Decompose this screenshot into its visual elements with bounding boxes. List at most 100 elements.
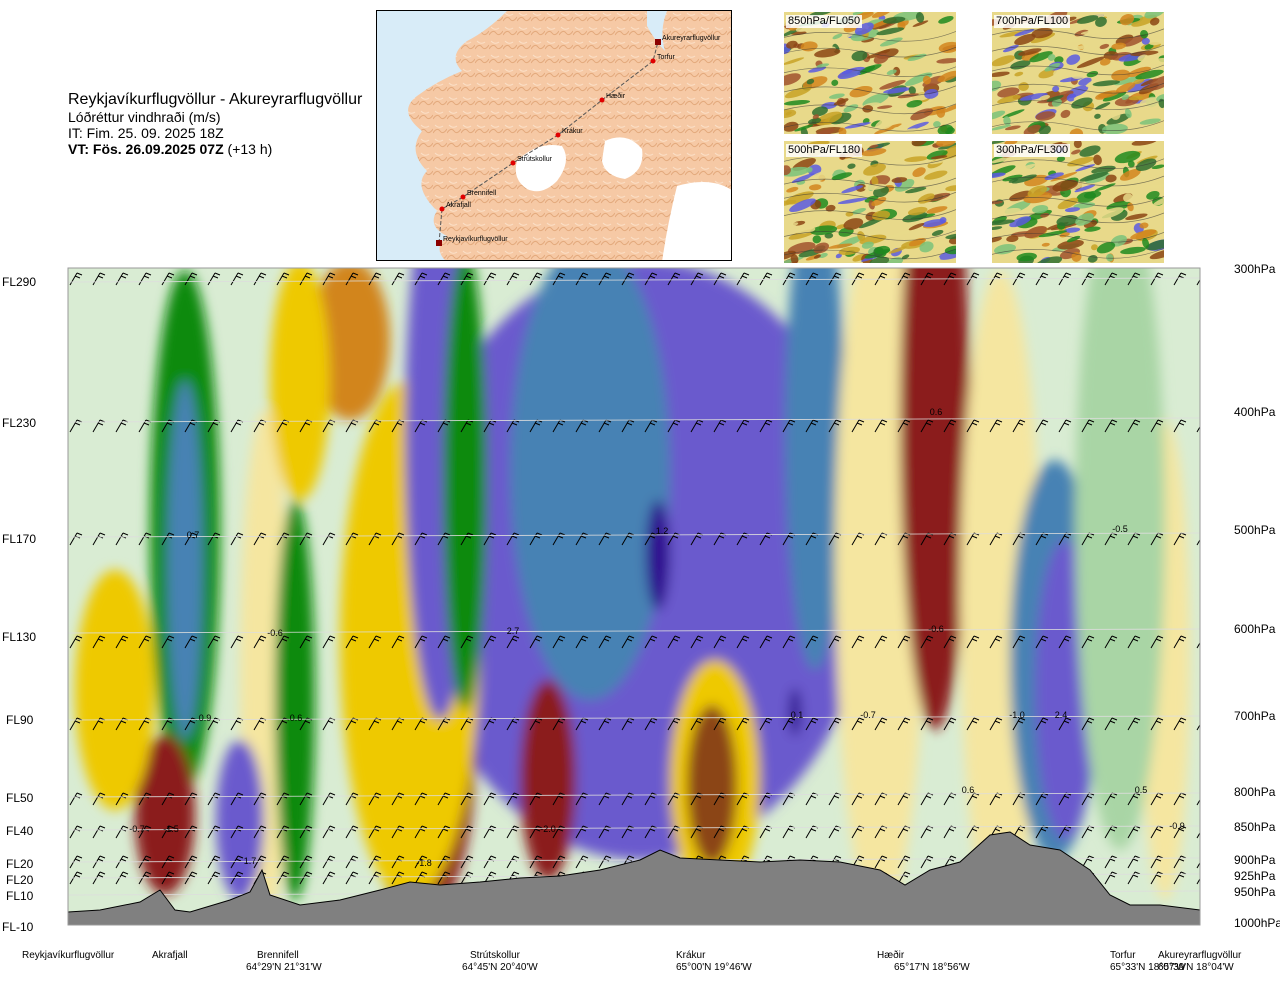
fl-label: FL130 — [2, 630, 37, 644]
thumb-contour — [1075, 164, 1096, 172]
thumb-contour — [930, 155, 948, 160]
thumb-contour — [802, 76, 828, 89]
wind-barb — [506, 272, 520, 286]
wind-barb — [828, 717, 842, 731]
wind-barb — [253, 855, 267, 869]
thumbnail-850hpa[interactable]: 850hPa/FL050 — [784, 12, 956, 134]
wind-barb — [1196, 871, 1200, 885]
wind-barb — [966, 419, 980, 433]
heatmap-cell — [75, 570, 155, 810]
thumb-contour — [1007, 163, 1036, 176]
thumb-contour — [874, 245, 890, 255]
thumb-contour — [864, 195, 879, 203]
wind-barb — [414, 635, 428, 649]
fl-label: FL20 — [6, 857, 34, 871]
wind-barb — [759, 717, 773, 731]
thumb-contour — [872, 210, 891, 221]
wind-barb — [483, 532, 497, 546]
thumbnail-700hpa[interactable]: 700hPa/FL100 — [992, 12, 1164, 134]
wind-barb — [276, 871, 290, 885]
wind-barb — [276, 855, 290, 869]
value-label: -0.7 — [129, 824, 145, 834]
thumb-contour — [1008, 178, 1019, 183]
wind-barb — [414, 532, 428, 546]
thumb-contour — [1014, 29, 1035, 37]
thumb-contour — [829, 93, 845, 99]
thumb-contour — [1074, 184, 1096, 193]
thumb-contour — [874, 123, 902, 134]
fl-label: FL10 — [6, 889, 34, 903]
thumb-isoline — [992, 99, 1164, 110]
wind-barb — [414, 272, 428, 286]
wind-barb — [966, 717, 980, 731]
thumb-contour — [904, 156, 928, 162]
wind-barb — [207, 871, 221, 885]
wind-barb — [460, 272, 474, 286]
heatmap-cell — [520, 680, 576, 880]
fl-label: FL90 — [6, 713, 34, 727]
thumb-isoline — [992, 212, 1164, 224]
wind-barb — [1035, 717, 1049, 731]
thumb-contour — [889, 158, 905, 164]
chart-header: Reykjavíkurflugvöllur - Akureyrarflugvöl… — [68, 90, 388, 158]
value-label: 2.4 — [1055, 710, 1068, 720]
thumb-contour — [1065, 125, 1079, 131]
heatmap-cell — [789, 688, 801, 736]
thumb-contour — [1127, 160, 1135, 168]
thumb-isoline — [992, 28, 1164, 40]
thumb-contour — [936, 58, 956, 64]
thumb-contour — [1143, 184, 1164, 189]
wind-barb — [575, 635, 589, 649]
thumb-contour — [1099, 43, 1110, 50]
thumb-contour — [1140, 29, 1149, 39]
value-label: 0.7 — [187, 530, 200, 540]
thumb-contour — [1038, 68, 1057, 79]
thumb-contour — [1023, 124, 1042, 134]
wind-barb — [1058, 635, 1072, 649]
wind-barb — [368, 272, 382, 286]
thumb-contour — [992, 141, 1008, 145]
thumb-contour — [1093, 154, 1102, 166]
thumb-contour — [1094, 113, 1101, 119]
thumb-contour — [812, 114, 819, 120]
thumb-contour — [784, 165, 791, 176]
thumbnail-300hpa[interactable]: 300hPa/FL300 — [992, 141, 1164, 263]
level-line — [68, 825, 1200, 831]
thumb-contour — [1050, 171, 1078, 182]
wind-barb — [713, 419, 727, 433]
value-label: 0.5 — [1135, 785, 1148, 795]
thumb-contour — [936, 141, 956, 147]
wind-barb — [920, 717, 934, 731]
thumb-contour — [883, 87, 911, 94]
wind-barb — [368, 792, 382, 806]
wind-barb — [920, 635, 934, 649]
thumb-contour — [1014, 33, 1036, 46]
thumb-contour — [784, 109, 797, 119]
thumb-contour — [1106, 113, 1131, 125]
thumb-contour — [938, 16, 954, 24]
thumb-contour — [871, 197, 887, 207]
thumb-contour — [831, 172, 853, 181]
wind-barb — [897, 717, 911, 731]
map-place-label: Akureyrarflugvöllur — [662, 35, 721, 42]
map-glacier-2 — [602, 137, 643, 179]
hpa-label: 700hPa — [1234, 709, 1276, 723]
thumb-contour — [1029, 51, 1053, 63]
wind-barb — [966, 635, 980, 649]
wind-barb — [713, 717, 727, 731]
thumb-contour — [888, 246, 907, 254]
wind-barb — [943, 419, 957, 433]
wind-barb — [345, 272, 359, 286]
map-glacier-3 — [662, 182, 731, 260]
thumb-contour — [812, 235, 822, 244]
route-map[interactable]: Akureyrarflugvöllur Torfur Hæðir Krákur Strú… — [376, 10, 732, 261]
value-label: -0.9 — [1169, 821, 1185, 831]
thumb-contour — [1092, 80, 1120, 87]
thumb-contour — [813, 254, 821, 259]
parameter-title: Lóðréttur vindhraði (m/s) — [68, 109, 221, 125]
route-line — [438, 41, 659, 244]
thumb-contour — [879, 37, 903, 47]
thumb-contour — [992, 155, 1016, 164]
thumbnail-500hpa[interactable]: 500hPa/FL180 — [784, 141, 956, 263]
thumb-contour — [1080, 29, 1105, 35]
